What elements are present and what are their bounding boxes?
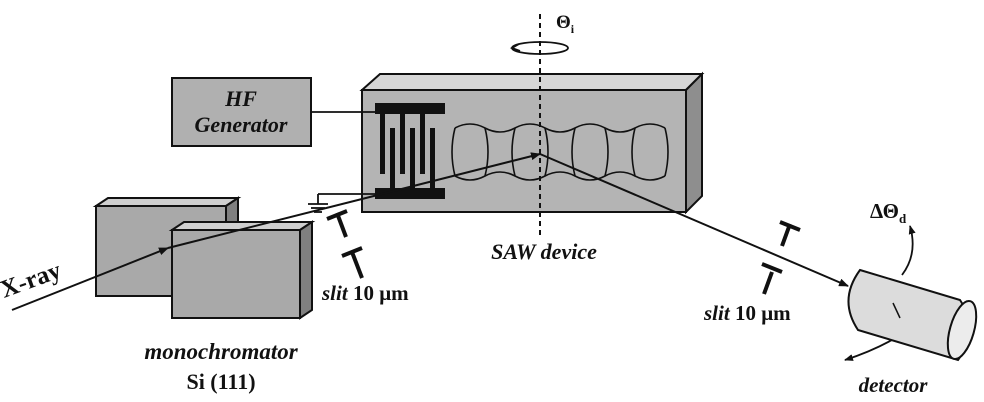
surface-acoustic-wave — [451, 123, 669, 181]
slit-left-label: slit 10 μm — [321, 281, 409, 305]
interdigital-transducer — [375, 103, 445, 199]
detector-label: detector — [859, 373, 929, 397]
saw-device — [359, 71, 705, 215]
saw-device-label: SAW device — [491, 239, 597, 264]
slit-left — [326, 209, 364, 279]
hf-generator-label-line2: Generator — [195, 112, 288, 137]
detector-rotation-arrow-down-icon — [844, 339, 893, 361]
slit-right-label: slit 10 μm — [703, 301, 791, 325]
monochromatized-beam — [167, 152, 541, 249]
diffracted-beam — [539, 153, 849, 287]
detector-rotation-arrow-icon — [901, 225, 916, 276]
theta-i-label: Θi — [556, 12, 575, 36]
crystal-front-side — [299, 220, 313, 320]
incident-beam — [11, 247, 169, 311]
saw-device-side — [685, 71, 703, 215]
hf-generator-label-line1: HF — [224, 86, 257, 111]
slit-right — [761, 220, 801, 295]
xray-label: X-ray — [0, 257, 65, 304]
hf-generator-box — [171, 77, 312, 147]
monochromator-label: monochromator — [144, 339, 298, 364]
detector — [847, 268, 978, 362]
monochromator — [92, 196, 316, 320]
detector-axis — [892, 302, 901, 319]
crystal-back-top — [92, 197, 242, 207]
monochromator-crystal-label: Si (111) — [186, 369, 255, 394]
rotation-arrow-icon — [509, 43, 521, 52]
xray-beam-path — [11, 152, 849, 311]
crystal-front-face — [171, 229, 301, 319]
detector-end-cap — [946, 299, 978, 361]
hf-generator: HF Generator — [171, 77, 312, 147]
saw-device-top — [359, 73, 705, 91]
delta-theta-d-label: ΔΘd — [870, 199, 907, 226]
